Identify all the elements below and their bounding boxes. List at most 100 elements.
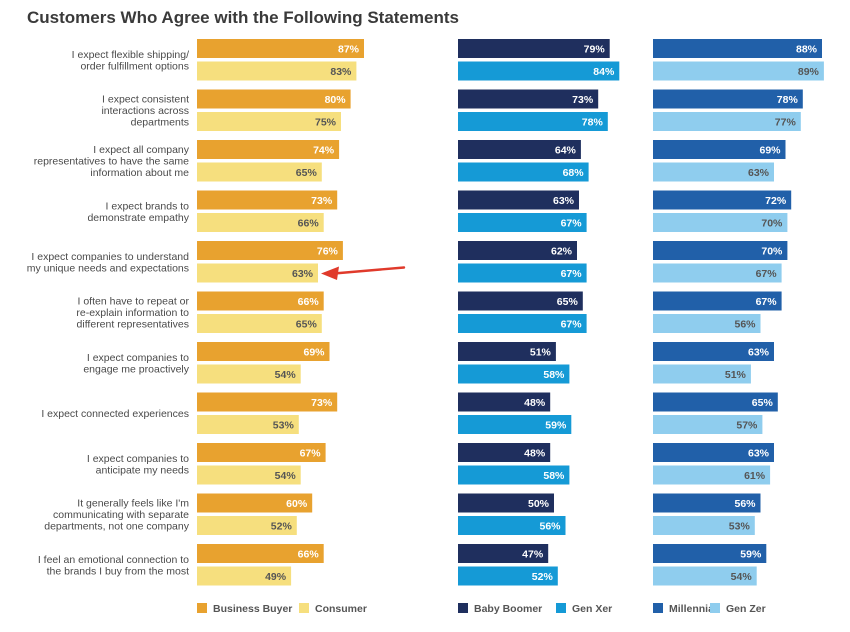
bar-value-label: 84% bbox=[593, 66, 615, 78]
bar-value-label: 67% bbox=[561, 218, 583, 230]
bar bbox=[458, 241, 577, 260]
bar-value-label: 63% bbox=[553, 195, 575, 207]
legend: Business Buyer Consumer Baby Boomer Gen Xer… bbox=[197, 603, 766, 615]
bar-value-label: 65% bbox=[296, 319, 318, 331]
bar bbox=[197, 493, 313, 513]
bar-value-label: 49% bbox=[265, 571, 287, 583]
bar bbox=[653, 364, 751, 384]
bar bbox=[458, 516, 566, 535]
bar-value-label: 83% bbox=[330, 66, 352, 78]
statement-label: I expect companies to engage me proactive… bbox=[83, 352, 189, 376]
bar bbox=[653, 544, 767, 563]
bar-value-label: 52% bbox=[532, 571, 554, 583]
bar-value-label: 65% bbox=[557, 296, 579, 308]
statement-label: I expect companies to understand my uniqu… bbox=[27, 251, 189, 275]
statement-label: I expect flexible shipping/order fulfill… bbox=[72, 49, 189, 73]
bar bbox=[458, 190, 579, 210]
bar-value-label: 56% bbox=[539, 521, 561, 533]
bar-value-label: 70% bbox=[761, 218, 783, 230]
bar-value-label: 56% bbox=[734, 319, 756, 331]
statement-label: I expect all company representatives to h… bbox=[34, 144, 190, 179]
statement-label: I expect consistent interactions across de… bbox=[101, 94, 189, 129]
legend-swatch bbox=[197, 603, 207, 613]
bar-value-label: 58% bbox=[543, 369, 565, 381]
bar bbox=[653, 443, 774, 462]
annotation-arrow-head bbox=[321, 266, 339, 280]
bar-value-label: 48% bbox=[524, 397, 546, 409]
legend-swatch bbox=[710, 603, 720, 613]
legend-swatch bbox=[653, 603, 663, 613]
legend-label: Baby Boomer bbox=[474, 603, 542, 615]
bar-value-label: 63% bbox=[292, 268, 314, 280]
bar-value-label: 63% bbox=[748, 347, 770, 359]
bar bbox=[458, 61, 620, 81]
bar-value-label: 63% bbox=[748, 448, 770, 460]
bar-value-label: 67% bbox=[756, 268, 778, 280]
legend-label: Gen Zer bbox=[726, 603, 766, 615]
bar bbox=[458, 443, 551, 462]
legend-label: Consumer bbox=[315, 603, 367, 615]
bar bbox=[653, 566, 757, 586]
bar bbox=[197, 162, 322, 182]
bar bbox=[653, 190, 792, 210]
bar-value-label: 67% bbox=[561, 319, 583, 331]
bar bbox=[653, 162, 774, 182]
bar-value-label: 75% bbox=[315, 117, 337, 129]
bar bbox=[653, 112, 801, 131]
bar bbox=[197, 516, 297, 535]
bar bbox=[197, 39, 364, 58]
bar-value-label: 87% bbox=[338, 44, 360, 56]
bar bbox=[197, 61, 357, 81]
bar bbox=[197, 213, 324, 232]
bar-value-label: 51% bbox=[530, 347, 552, 359]
bar-value-label: 64% bbox=[555, 145, 577, 157]
bar-value-label: 54% bbox=[275, 369, 297, 381]
statement-label: I expect brands to demonstrate empathy bbox=[87, 200, 189, 224]
bar bbox=[653, 213, 788, 232]
bar bbox=[458, 392, 551, 412]
bar bbox=[653, 415, 763, 434]
bar bbox=[653, 61, 824, 81]
statement-label: It generally feels like I'm communicating… bbox=[44, 497, 190, 532]
bar-value-label: 66% bbox=[298, 549, 320, 561]
bar-value-label: 74% bbox=[313, 145, 335, 157]
bar bbox=[458, 566, 558, 586]
bar-value-label: 47% bbox=[522, 549, 544, 561]
statement-label: I expect companies to anticipate my needs bbox=[87, 453, 189, 477]
statement-label: I expect connected experiences bbox=[41, 408, 189, 420]
bar-value-label: 80% bbox=[325, 94, 347, 106]
bar-value-label: 53% bbox=[729, 521, 751, 533]
bar-value-label: 62% bbox=[551, 246, 573, 258]
bar bbox=[458, 544, 549, 563]
bar bbox=[197, 241, 343, 260]
bar-value-label: 59% bbox=[740, 549, 762, 561]
bar-value-label: 78% bbox=[777, 94, 799, 106]
bar bbox=[197, 190, 338, 210]
bar bbox=[653, 314, 761, 333]
bar-value-label: 78% bbox=[582, 117, 604, 129]
bar bbox=[653, 39, 822, 58]
bar bbox=[653, 493, 761, 513]
bar-value-label: 56% bbox=[734, 498, 756, 510]
bar-value-label: 51% bbox=[725, 369, 747, 381]
bar-value-label: 73% bbox=[311, 195, 333, 207]
bar bbox=[197, 544, 324, 563]
bar-value-label: 50% bbox=[528, 498, 550, 510]
bar bbox=[197, 364, 301, 384]
bar-value-label: 67% bbox=[561, 268, 583, 280]
bar bbox=[197, 342, 330, 361]
bar-value-label: 66% bbox=[298, 296, 320, 308]
bar-value-label: 89% bbox=[798, 66, 820, 78]
bar-value-label: 54% bbox=[731, 571, 753, 583]
bar bbox=[197, 89, 351, 109]
bar bbox=[458, 89, 599, 109]
bar bbox=[458, 314, 587, 333]
bar bbox=[197, 392, 338, 412]
bar bbox=[197, 465, 301, 485]
bar-value-label: 54% bbox=[275, 470, 297, 482]
bar-value-label: 69% bbox=[303, 347, 325, 359]
bar bbox=[458, 112, 608, 131]
bar-value-label: 70% bbox=[761, 246, 783, 258]
statement-label: I often have to repeat or re-explain info… bbox=[76, 295, 189, 330]
